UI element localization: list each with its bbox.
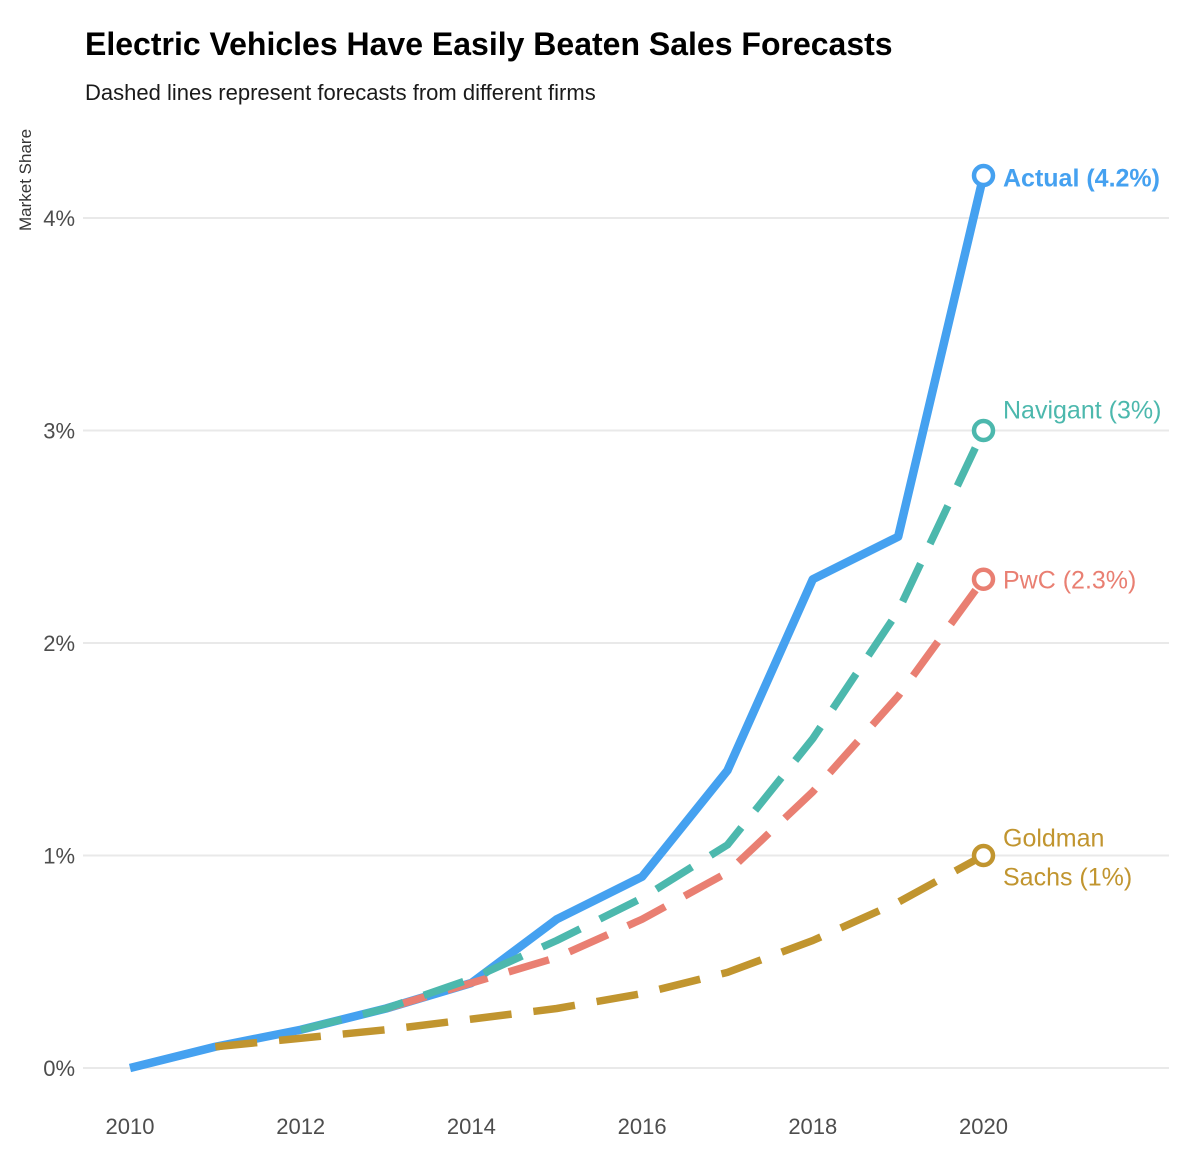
series-label-actual: Actual (4.2%) (1003, 165, 1160, 193)
series-endpoint-pwc (971, 567, 996, 591)
y-tick-label: 1% (43, 844, 75, 869)
series-endpoint-goldman-sachs (971, 843, 996, 868)
x-tick-label: 2014 (447, 1114, 496, 1139)
y-axis-title: Market Share (16, 129, 35, 231)
chart-subtitle: Dashed lines represent forecasts from di… (85, 80, 596, 105)
series-line-goldman-sachs (214, 852, 986, 1051)
x-tick-label: 2018 (788, 1114, 837, 1139)
series-line-navigant (299, 428, 987, 1034)
series-layer (128, 163, 996, 1073)
series-endpoint-navigant (971, 418, 996, 443)
x-tick-label: 2010 (106, 1114, 155, 1139)
series-label-navigant: Navigant (3%) (1003, 397, 1161, 425)
x-tick-label: 2012 (276, 1114, 325, 1139)
series-label-goldman-sachs: Goldman (1003, 825, 1104, 853)
y-tick-label: 3% (43, 419, 75, 444)
y-tick-label: 4% (43, 206, 75, 231)
series-endpoint-actual (971, 163, 996, 188)
series-label-goldman-sachs: Sachs (1%) (1003, 864, 1132, 892)
gridline-layer (83, 217, 1169, 1069)
series-label-pwc: PwC (2.3%) (1003, 566, 1136, 594)
axis-and-series-labels: 0% 1% 2% 3% 4% 2010 2012 2014 2016 2018 2020 Actual… (43, 165, 1161, 1140)
series-line-pwc (384, 577, 987, 1013)
x-tick-label: 2016 (618, 1114, 667, 1139)
series-line-actual (128, 174, 988, 1073)
x-tick-label: 2020 (959, 1114, 1008, 1139)
y-tick-label: 2% (43, 631, 75, 656)
chart-title: Electric Vehicles Have Easily Beaten Sal… (85, 26, 893, 62)
y-tick-label: 0% (43, 1056, 75, 1081)
